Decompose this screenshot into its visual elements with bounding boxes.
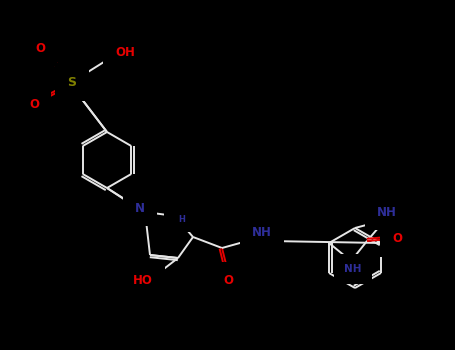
Text: O: O [392,232,402,245]
Text: H: H [178,215,186,224]
Text: N: N [175,206,183,216]
Text: NH: NH [252,226,272,239]
Text: O: O [29,98,39,111]
Text: HO: HO [133,274,153,287]
Text: NH: NH [344,264,362,274]
Text: OH: OH [115,46,135,58]
Text: O: O [35,42,45,55]
Text: NH: NH [377,205,397,218]
Text: O: O [223,273,233,287]
Text: N: N [135,202,145,215]
Text: S: S [67,76,76,89]
